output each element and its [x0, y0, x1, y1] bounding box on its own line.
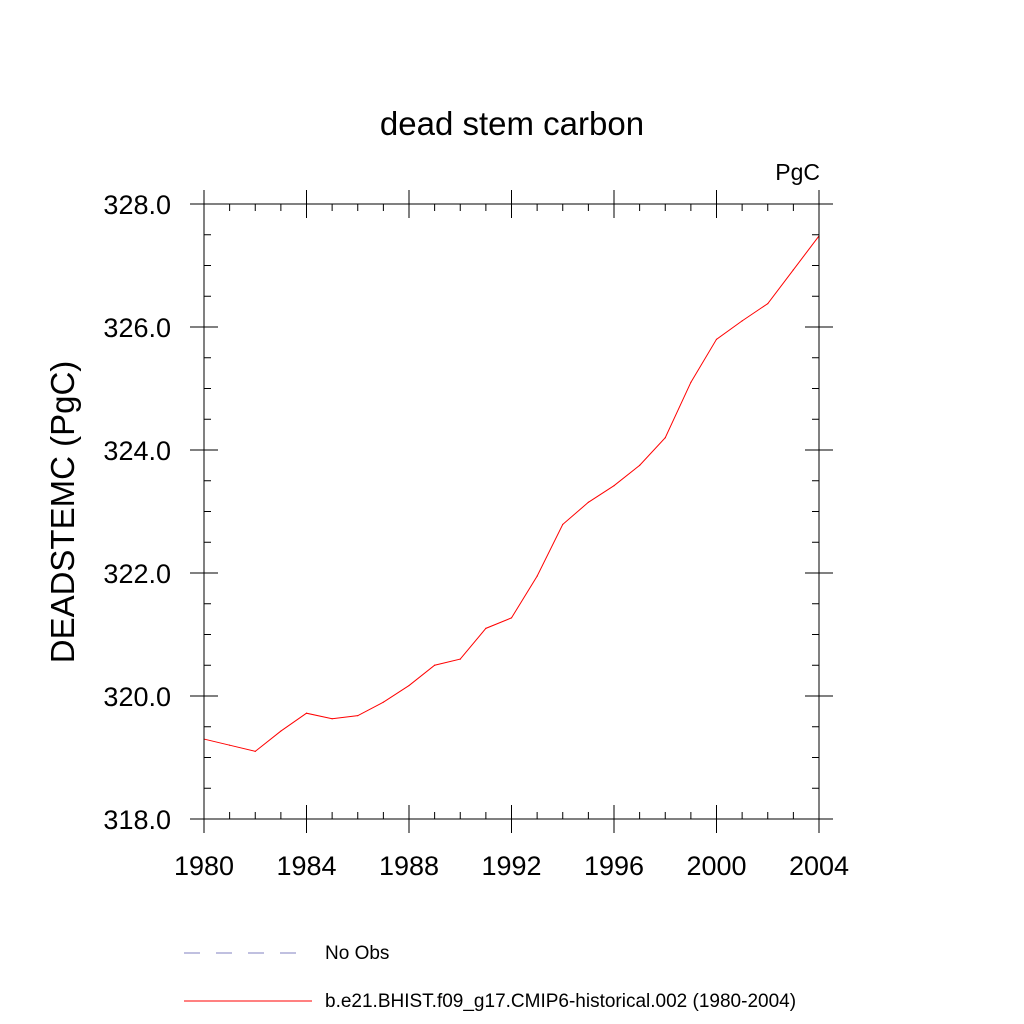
data-point [485, 627, 487, 629]
ticks-layer [190, 190, 833, 833]
tick-labels-layer: 1980 1984 1988 1992 1996 2000 2004 318.0 320.0 32… [103, 190, 849, 881]
data-point [536, 575, 538, 577]
data-point [562, 523, 564, 526]
data-point [664, 437, 666, 439]
units-label: PgC [775, 159, 820, 185]
x-tick-label: 1996 [584, 851, 644, 881]
data-point [408, 684, 410, 687]
data-point [767, 303, 769, 305]
data-point [229, 744, 231, 746]
data-point [715, 338, 718, 340]
series-layer [203, 235, 820, 752]
y-tick-label: 328.0 [103, 190, 171, 220]
x-tick-label: 2000 [686, 851, 746, 881]
data-point [254, 750, 256, 752]
y-tick-label: 326.0 [103, 313, 171, 343]
y-tick-label: 318.0 [103, 805, 171, 835]
legend-entry-historical: b.e21.BHIST.f09_g17.CMIP6-historical.002… [184, 991, 796, 1012]
data-point [459, 658, 461, 660]
data-point [690, 381, 692, 383]
series-line-historical [203, 235, 820, 752]
data-point [510, 617, 513, 619]
x-tick-label: 1992 [481, 851, 541, 881]
data-point [305, 712, 308, 714]
data-point [382, 701, 384, 703]
y-tick-label: 320.0 [103, 682, 171, 712]
legend: No Obs b.e21.BHIST.f09_g17.CMIP6-histori… [184, 943, 796, 1012]
legend-label-no-obs: No Obs [325, 943, 389, 964]
x-tick-label: 1980 [174, 851, 234, 881]
x-tick-label: 1984 [276, 851, 336, 881]
data-point [357, 715, 359, 717]
legend-entry-no-obs: No Obs [184, 943, 389, 964]
y-tick-label: 324.0 [103, 436, 171, 466]
data-point [613, 485, 615, 487]
x-tick-label: 2004 [789, 851, 849, 881]
data-point [331, 718, 333, 720]
data-point [280, 730, 282, 732]
legend-label-historical: b.e21.BHIST.f09_g17.CMIP6-historical.002… [325, 991, 796, 1012]
x-tick-label: 1988 [379, 851, 439, 881]
plot-frame [203, 203, 820, 820]
y-tick-label: 322.0 [103, 559, 171, 589]
data-point [434, 664, 436, 666]
data-point [587, 501, 589, 503]
data-point [741, 320, 743, 322]
y-axis-label: DEADSTEMC (PgC) [44, 361, 81, 664]
chart-title: dead stem carbon [380, 105, 644, 142]
data-point [792, 269, 794, 271]
data-point [639, 464, 641, 466]
